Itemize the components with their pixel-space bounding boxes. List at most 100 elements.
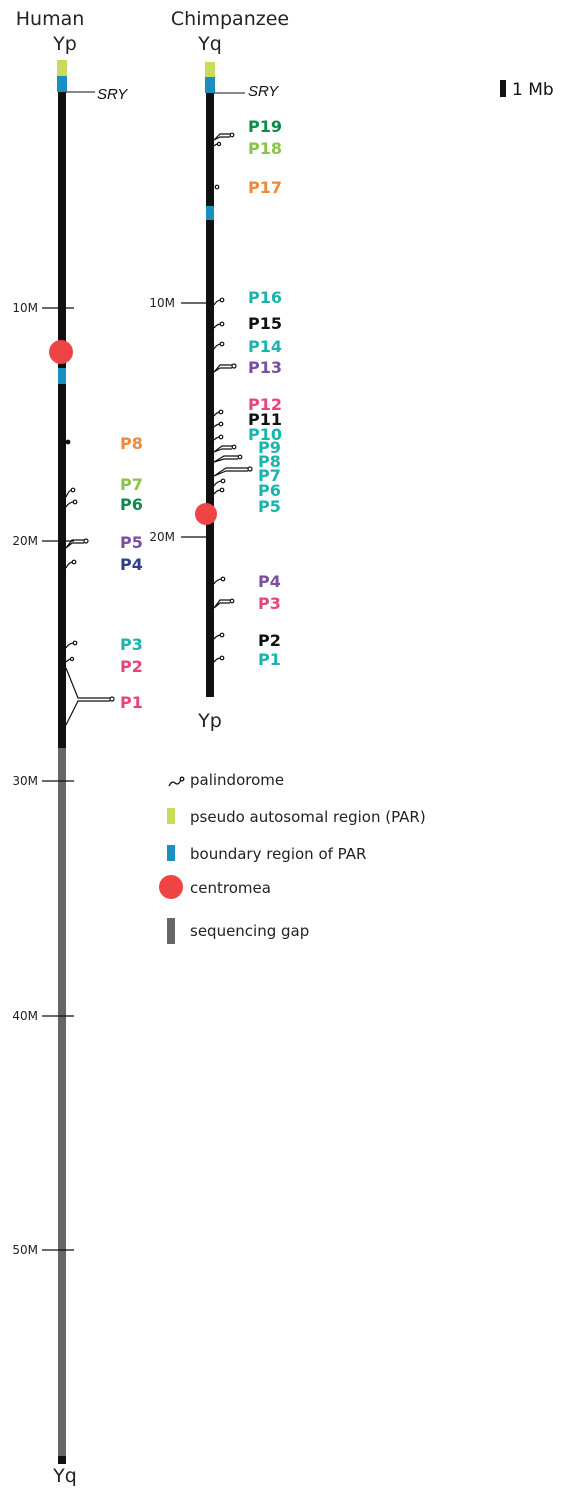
human-label-p5: P5 [120,533,143,552]
legend-palindrome-label: palindorome [190,771,284,789]
chimp-palindrome-p10-end [218,434,224,440]
chimp-label-p11: P11 [248,410,282,429]
chimp-palindrome-p13-end [231,363,237,369]
human-palindrome-labels: P8 P7 P6 P5 P4 P3 P2 P1 [120,434,143,712]
human-palindrome-p6-end [72,499,78,505]
legend-centromere-label: centromea [190,879,271,897]
legend-par-swatch [167,808,175,824]
palindrome-icon [168,776,185,787]
human-top-arm-label: Yp [52,33,77,55]
chimp-title: Chimpanzee [171,8,289,30]
chimp-par-region [205,62,215,77]
chimp-palindromes [213,132,253,663]
chimp-tick-label-20m: 20M [149,530,175,544]
human-sequencing-gap [58,748,66,1456]
chimp-label-p8: P8 [258,452,281,471]
chimp-tick-label-10m: 10M [149,296,175,310]
human-label-p2: P2 [120,657,143,676]
chimp-palindrome-p15-end [219,321,225,327]
legend-boundary-swatch [167,845,175,861]
chimp-chromosome [195,62,217,697]
human-label-p1: P1 [120,693,143,712]
chimp-bottom-arm-label: Yp [197,710,222,732]
human-boundary-top [57,76,67,92]
chimp-label-p16: P16 [248,288,282,307]
scale-bar-label: 1 Mb [512,80,554,100]
chimp-label-p4: P4 [258,572,281,591]
human-tick-label-40m: 40M [12,1009,38,1023]
human-tick-label-20m: 20M [12,534,38,548]
chimp-label-p14: P14 [248,337,282,356]
human-sry-label: SRY [97,86,128,103]
legend-boundary-label: boundary region of PAR [190,845,366,863]
human-palindrome-p5-end [83,538,89,544]
human-title: Human [16,8,85,30]
chimp-label-p19: P19 [248,117,282,136]
chimp-palindrome-p9 [213,445,232,453]
human-palindrome-p1-end [109,696,115,702]
chimp-palindrome-p13 [213,364,232,373]
human-boundary-mid [58,368,66,384]
human-label-p8: P8 [120,434,143,453]
chimp-palindrome-p3 [213,599,230,609]
human-palindrome-p8 [65,439,71,445]
legend-par-label: pseudo autosomal region (PAR) [190,808,426,826]
human-palindrome-p2-end [69,656,75,662]
chimp-label-p6: P6 [258,481,281,500]
chimp-label-p3: P3 [258,594,281,613]
chimp-palindrome-p8 [213,455,238,463]
chimp-palindrome-p7-end [247,466,253,472]
chimp-boundary-top [205,77,215,93]
chimp-sry-label: SRY [248,83,279,100]
legend-gap-label: sequencing gap [190,922,309,940]
chimp-centromere [195,503,217,525]
chimp-palindrome-p16-end [219,297,225,303]
chimp-top-arm-label: Yq [197,33,222,55]
chimp-palindrome-p4-end [220,576,226,582]
chimp-euchromatin [206,93,214,697]
chimp-label-p13: P13 [248,358,282,377]
chimp-palindrome-p18-end [216,141,222,147]
human-tick-label-10m: 10M [12,301,38,315]
human-par-region [57,60,67,76]
human-label-p4: P4 [120,555,143,574]
human-centromere [49,340,73,364]
chimp-label-p10: P10 [248,425,282,444]
chimp-boundary-mid [206,206,214,220]
chimp-label-p5: P5 [258,497,281,516]
chimp-palindrome-p19-end [229,132,235,138]
chimp-palindrome-labels: P19 P18 P17 P16 P15 P14 P13 P12 P11 P10 … [248,117,282,669]
chimp-palindrome-p12-end [218,409,224,415]
human-label-p7: P7 [120,475,143,494]
chimp-label-p12: P12 [248,395,282,414]
chimp-palindrome-p1-end [219,655,225,661]
chimp-ticks: 10M 20M [149,296,213,544]
human-palindrome-p5 [65,539,84,549]
chimp-label-p1: P1 [258,650,281,669]
human-tick-label-30m: 30M [12,774,38,788]
legend: palindorome pseudo autosomal region (PAR… [159,771,426,944]
human-chromosome [49,60,73,1464]
chimp-label-p15: P15 [248,314,282,333]
chimp-label-p7: P7 [258,466,281,485]
human-euchromatin [58,92,66,748]
chimp-palindrome-p7 [213,467,248,477]
chimp-palindrome-p17 [214,184,220,190]
human-palindrome-p7-end [70,487,76,493]
chimp-palindrome-p19 [213,133,230,141]
human-palindrome-p1 [65,667,110,726]
chimp-palindrome-p6-end [220,478,226,484]
chimp-palindrome-p5-end [219,487,225,493]
chimp-label-p18: P18 [248,139,282,158]
chimp-palindrome-p14-end [219,341,225,347]
human-q-terminal [58,1456,66,1464]
human-ticks: 10M 20M 30M 40M 50M [12,301,74,1257]
chimp-palindrome-p8-end [237,454,243,460]
human-palindrome-p3-end [72,640,78,646]
human-palindrome-p4-end [71,559,77,565]
human-label-p6: P6 [120,495,143,514]
human-palindromes [65,439,115,726]
legend-gap-swatch [167,918,175,944]
chimp-palindrome-p3-end [229,598,235,604]
